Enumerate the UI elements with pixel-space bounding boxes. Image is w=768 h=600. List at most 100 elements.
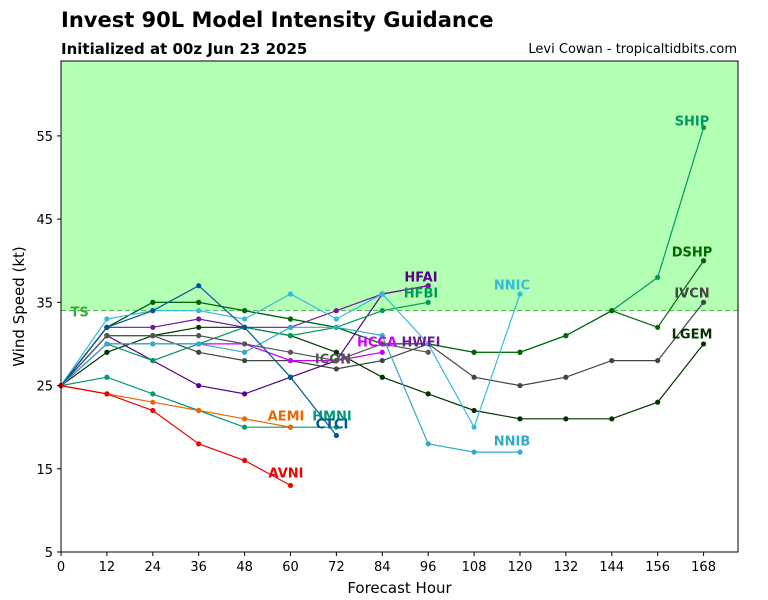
data-point [379,308,385,314]
data-point [196,324,202,330]
data-point [655,324,661,330]
data-point [379,357,385,364]
data-point [425,349,431,355]
data-point [241,391,248,397]
data-point [287,316,294,322]
data-point [655,274,661,280]
data-point [196,341,202,347]
data-point [471,407,477,414]
y-tick-label: 25 [36,380,53,395]
model-label-icon: ICON [315,353,351,368]
data-point [609,308,615,314]
data-point [425,341,431,347]
data-point [150,324,156,330]
model-label-ctci: CTCI [316,418,349,433]
data-point [196,299,202,305]
data-point [655,357,661,364]
data-point [517,349,523,355]
data-point [563,416,569,422]
model-label-avni: AVNI [269,467,304,482]
data-point [104,374,110,380]
x-tick-label: 108 [462,560,487,575]
data-point [333,424,339,430]
y-tick-label: 15 [36,463,53,478]
data-point [517,416,523,422]
y-tick-label: 45 [36,213,53,228]
data-point [287,374,294,380]
data-point [333,349,339,355]
y-tick-label: 35 [36,296,53,311]
x-tick-label: 12 [99,560,116,575]
data-point [287,357,294,364]
data-point [425,299,431,305]
data-point [700,258,707,264]
data-point [517,449,523,455]
y-axis-label: Wind Speed (kt) [10,246,28,367]
data-point [700,299,707,305]
model-label-hfbi: HFBI [404,287,439,302]
data-point [471,424,477,430]
data-point [333,432,339,439]
data-point [241,416,248,422]
data-point [241,457,248,464]
data-point [425,283,431,289]
data-point [379,349,385,355]
data-point [241,341,248,347]
data-point [104,324,110,330]
x-tick-label: 36 [190,560,207,575]
data-point [150,399,156,405]
data-point [150,341,156,347]
data-point [104,349,110,355]
data-point [196,407,202,414]
model-label-hcca: HCCA [357,336,397,351]
plot-frame [60,60,739,553]
data-point [104,333,110,339]
data-point [196,382,202,389]
data-point [196,441,202,447]
data-point [287,482,294,489]
data-point [241,308,248,314]
x-tick-label: 120 [508,560,533,575]
x-tick-label: 0 [57,560,65,575]
model-label-dshp: DSHP [672,246,713,261]
data-point [196,349,202,355]
data-point [333,308,339,314]
data-point [563,374,569,380]
model-label-hfai: HFAI [404,271,437,286]
data-point [471,349,477,355]
data-point [196,316,202,322]
data-point [517,291,523,297]
series-line-nnib [60,326,520,453]
model-label-ivcn: IVCN [674,287,709,302]
data-point [241,357,248,364]
data-point [150,308,156,314]
y-tick-label: 55 [36,130,53,145]
data-point [241,324,248,330]
model-label-lgem: LGEM [672,328,713,343]
data-point [287,291,294,297]
data-point [241,316,248,322]
x-axis-label: Forecast Hour [347,579,452,597]
ts-shading [61,61,738,311]
data-point [609,357,615,364]
series-line-avni [60,385,291,486]
x-tick-label: 168 [691,560,716,575]
data-point [287,324,294,330]
data-point [104,391,110,397]
x-tick-label: 156 [645,560,670,575]
data-point [379,291,385,297]
data-point [287,349,294,355]
data-point [287,333,294,339]
data-point [333,324,339,330]
model-label-hmni: HMNI [312,410,352,425]
x-tick-label: 84 [374,560,391,575]
data-point [196,333,202,339]
data-point [471,374,477,380]
model-label-nnic: NNIC [494,279,530,294]
data-point [425,441,431,447]
data-point [517,382,523,389]
model-label-aemi: AEMI [268,410,305,425]
data-point [563,333,569,339]
data-point [196,308,202,314]
